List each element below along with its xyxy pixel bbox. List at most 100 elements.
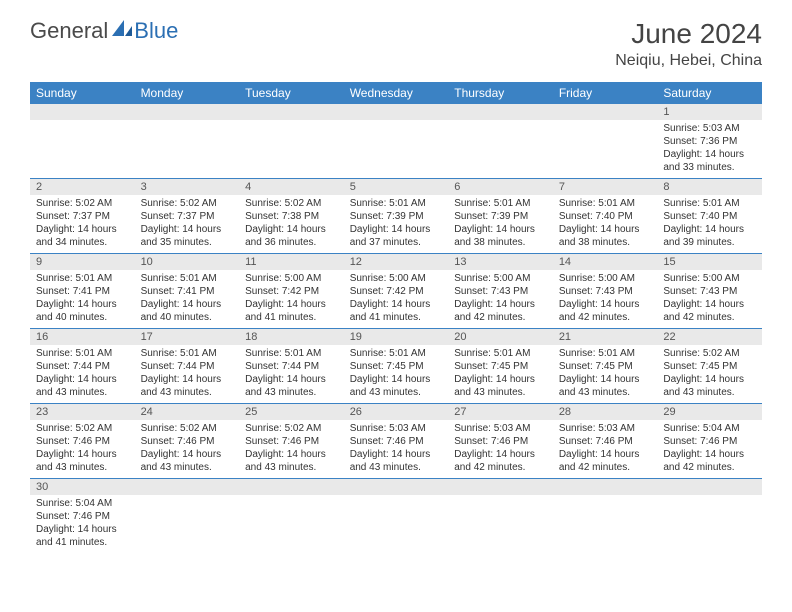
daylight-line: Daylight: 14 hours and 43 minutes.: [141, 373, 234, 399]
daylight-line: Daylight: 14 hours and 43 minutes.: [36, 373, 129, 399]
calendar-cell: 5Sunrise: 5:01 AMSunset: 7:39 PMDaylight…: [344, 179, 449, 254]
sunset-line: Sunset: 7:46 PM: [245, 435, 338, 448]
calendar-cell: 14Sunrise: 5:00 AMSunset: 7:43 PMDayligh…: [553, 254, 658, 329]
calendar-row: 9Sunrise: 5:01 AMSunset: 7:41 PMDaylight…: [30, 254, 762, 329]
cell-body: [30, 120, 135, 170]
cell-body: Sunrise: 5:00 AMSunset: 7:42 PMDaylight:…: [344, 270, 449, 328]
daynum-bar: 12: [344, 254, 449, 270]
daynum-bar: 20: [448, 329, 553, 345]
sunset-line: Sunset: 7:43 PM: [454, 285, 547, 298]
sunset-line: Sunset: 7:38 PM: [245, 210, 338, 223]
calendar-cell: 16Sunrise: 5:01 AMSunset: 7:44 PMDayligh…: [30, 329, 135, 404]
sunset-line: Sunset: 7:40 PM: [663, 210, 756, 223]
cell-body: Sunrise: 5:02 AMSunset: 7:37 PMDaylight:…: [30, 195, 135, 253]
daynum-bar: 26: [344, 404, 449, 420]
daynum-bar: [553, 104, 658, 120]
daylight-line: Daylight: 14 hours and 42 minutes.: [663, 298, 756, 324]
calendar-cell: 28Sunrise: 5:03 AMSunset: 7:46 PMDayligh…: [553, 404, 658, 479]
daylight-line: Daylight: 14 hours and 38 minutes.: [454, 223, 547, 249]
daynum-bar: [135, 104, 240, 120]
calendar-row: 16Sunrise: 5:01 AMSunset: 7:44 PMDayligh…: [30, 329, 762, 404]
calendar-cell: 18Sunrise: 5:01 AMSunset: 7:44 PMDayligh…: [239, 329, 344, 404]
location: Neiqiu, Hebei, China: [615, 52, 762, 70]
calendar-cell: 29Sunrise: 5:04 AMSunset: 7:46 PMDayligh…: [657, 404, 762, 479]
sunset-line: Sunset: 7:39 PM: [350, 210, 443, 223]
calendar-cell: 20Sunrise: 5:01 AMSunset: 7:45 PMDayligh…: [448, 329, 553, 404]
calendar-cell-empty: [30, 104, 135, 179]
sunrise-line: Sunrise: 5:03 AM: [559, 422, 652, 435]
title-block: June 2024 Neiqiu, Hebei, China: [615, 18, 762, 70]
daynum-bar: 8: [657, 179, 762, 195]
sunrise-line: Sunrise: 5:04 AM: [663, 422, 756, 435]
daylight-line: Daylight: 14 hours and 42 minutes.: [663, 448, 756, 474]
sunrise-line: Sunrise: 5:03 AM: [350, 422, 443, 435]
daylight-line: Daylight: 14 hours and 41 minutes.: [36, 523, 129, 549]
calendar-cell: 1Sunrise: 5:03 AMSunset: 7:36 PMDaylight…: [657, 104, 762, 179]
daynum-bar: 28: [553, 404, 658, 420]
daynum-bar: 17: [135, 329, 240, 345]
sunrise-line: Sunrise: 5:02 AM: [36, 197, 129, 210]
daynum-bar: 6: [448, 179, 553, 195]
sunset-line: Sunset: 7:36 PM: [663, 135, 756, 148]
cell-body: Sunrise: 5:01 AMSunset: 7:44 PMDaylight:…: [30, 345, 135, 403]
calendar-cell: 3Sunrise: 5:02 AMSunset: 7:37 PMDaylight…: [135, 179, 240, 254]
daynum-bar: [344, 479, 449, 495]
sunset-line: Sunset: 7:46 PM: [350, 435, 443, 448]
daynum-bar: 9: [30, 254, 135, 270]
sunset-line: Sunset: 7:41 PM: [36, 285, 129, 298]
cell-body: [239, 495, 344, 545]
month-title: June 2024: [615, 18, 762, 50]
daylight-line: Daylight: 14 hours and 37 minutes.: [350, 223, 443, 249]
daylight-line: Daylight: 14 hours and 42 minutes.: [454, 448, 547, 474]
sunrise-line: Sunrise: 5:03 AM: [663, 122, 756, 135]
daynum-bar: [239, 104, 344, 120]
calendar-cell: 8Sunrise: 5:01 AMSunset: 7:40 PMDaylight…: [657, 179, 762, 254]
cell-body: [553, 495, 658, 545]
cell-body: Sunrise: 5:00 AMSunset: 7:43 PMDaylight:…: [553, 270, 658, 328]
sunset-line: Sunset: 7:40 PM: [559, 210, 652, 223]
calendar-cell: 10Sunrise: 5:01 AMSunset: 7:41 PMDayligh…: [135, 254, 240, 329]
calendar-header-row: SundayMondayTuesdayWednesdayThursdayFrid…: [30, 82, 762, 104]
sunset-line: Sunset: 7:43 PM: [663, 285, 756, 298]
daylight-line: Daylight: 14 hours and 43 minutes.: [141, 448, 234, 474]
daynum-bar: 5: [344, 179, 449, 195]
cell-body: Sunrise: 5:00 AMSunset: 7:43 PMDaylight:…: [657, 270, 762, 328]
sunset-line: Sunset: 7:41 PM: [141, 285, 234, 298]
daylight-line: Daylight: 14 hours and 43 minutes.: [245, 373, 338, 399]
daynum-bar: 7: [553, 179, 658, 195]
sunrise-line: Sunrise: 5:01 AM: [245, 347, 338, 360]
logo-text-blue: Blue: [134, 18, 178, 44]
cell-body: [135, 495, 240, 545]
cell-body: Sunrise: 5:02 AMSunset: 7:46 PMDaylight:…: [239, 420, 344, 478]
weekday-header: Friday: [553, 82, 658, 104]
sunset-line: Sunset: 7:46 PM: [141, 435, 234, 448]
weekday-header: Monday: [135, 82, 240, 104]
calendar-cell: 4Sunrise: 5:02 AMSunset: 7:38 PMDaylight…: [239, 179, 344, 254]
daynum-bar: 11: [239, 254, 344, 270]
sunrise-line: Sunrise: 5:04 AM: [36, 497, 129, 510]
daynum-bar: [448, 104, 553, 120]
daynum-bar: 19: [344, 329, 449, 345]
daynum-bar: [657, 479, 762, 495]
sunrise-line: Sunrise: 5:01 AM: [663, 197, 756, 210]
daylight-line: Daylight: 14 hours and 36 minutes.: [245, 223, 338, 249]
logo: General Blue: [30, 18, 178, 44]
calendar-cell: 24Sunrise: 5:02 AMSunset: 7:46 PMDayligh…: [135, 404, 240, 479]
daynum-bar: [553, 479, 658, 495]
sunrise-line: Sunrise: 5:01 AM: [454, 347, 547, 360]
daylight-line: Daylight: 14 hours and 40 minutes.: [141, 298, 234, 324]
daynum-bar: [30, 104, 135, 120]
daynum-bar: 14: [553, 254, 658, 270]
header: General Blue June 2024 Neiqiu, Hebei, Ch…: [0, 0, 792, 78]
sunrise-line: Sunrise: 5:01 AM: [36, 272, 129, 285]
sunset-line: Sunset: 7:45 PM: [454, 360, 547, 373]
calendar-cell-empty: [448, 479, 553, 554]
sunrise-line: Sunrise: 5:02 AM: [245, 197, 338, 210]
daynum-bar: 24: [135, 404, 240, 420]
cell-body: [344, 120, 449, 170]
daynum-bar: [344, 104, 449, 120]
logo-text-general: General: [30, 18, 108, 44]
sunrise-line: Sunrise: 5:02 AM: [663, 347, 756, 360]
sunset-line: Sunset: 7:46 PM: [36, 435, 129, 448]
sunset-line: Sunset: 7:37 PM: [36, 210, 129, 223]
